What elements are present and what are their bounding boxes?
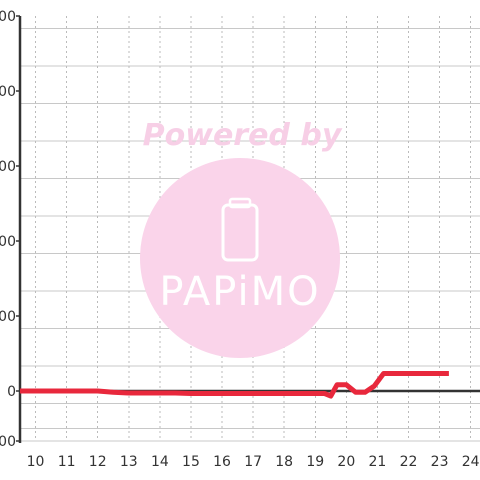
x-tick-label: 22 xyxy=(400,454,418,470)
watermark-text: Powered by xyxy=(143,118,343,153)
x-tick-label: 16 xyxy=(213,454,231,470)
tick-labels-layer: -20,000 0 30,000 60,000 90,000 120,000 150,000… xyxy=(0,9,480,470)
series-line xyxy=(20,371,449,399)
watermark-brand: PAPiMO xyxy=(159,269,320,315)
x-tick-label: 24 xyxy=(462,454,480,470)
y-tick-label: 30,000 xyxy=(0,309,16,325)
y-tick-label: 120,000 xyxy=(0,84,16,100)
x-tick-label: 11 xyxy=(58,454,76,470)
x-tick-label: 18 xyxy=(275,454,293,470)
y-tick-label: 90,000 xyxy=(0,159,16,175)
x-tick-label: 21 xyxy=(369,454,387,470)
y-tick-label: 150,000 xyxy=(0,9,16,25)
watermark-circle xyxy=(140,158,340,358)
x-tick-label: 10 xyxy=(27,454,45,470)
grid-layer xyxy=(20,16,480,442)
y-tick-label: 60,000 xyxy=(0,234,16,250)
y-tick-label: -20,000 xyxy=(0,434,16,450)
x-tick-label: 13 xyxy=(120,454,138,470)
x-tick-label: 14 xyxy=(151,454,169,470)
x-tick-label: 20 xyxy=(337,454,355,470)
series-layer xyxy=(20,371,449,399)
x-tick-label: 17 xyxy=(244,454,262,470)
x-tick-label: 19 xyxy=(306,454,324,470)
x-tick-label: 23 xyxy=(431,454,449,470)
phone-icon xyxy=(221,197,259,262)
y-tick-label: 0 xyxy=(7,384,16,400)
watermark: Powered by PAPiMO xyxy=(140,118,343,358)
x-tick-label: 15 xyxy=(182,454,200,470)
x-tick-label: 12 xyxy=(89,454,107,470)
